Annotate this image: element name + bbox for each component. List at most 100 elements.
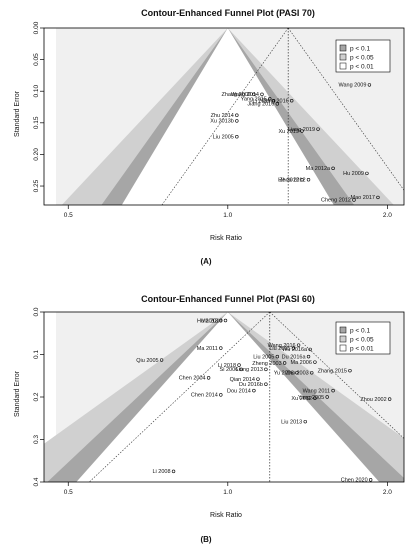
study-label: Ma 2012a [306,166,331,172]
study-label: Yang 2005 [298,395,324,401]
study-point [306,354,311,359]
study-label: He 2012 [278,178,299,184]
legend-label: p < 0.1 [350,328,370,335]
study-point [331,166,335,171]
study-label: Hu 2013 [197,318,218,324]
x-axis-title: Risk Ratio [210,512,242,519]
study-point [282,361,287,365]
study-label: Zheng 2003 [252,361,281,367]
study-label: Si 2006 [220,367,239,373]
study-label: Liu 2013 [281,419,302,425]
study-label: Liu 2005 [253,354,274,360]
study-label: Qiu 2005 [136,358,158,364]
x-tick-label: 1.0 [223,489,232,496]
legend-swatch [339,62,347,70]
study-point [252,92,256,97]
study-point [264,382,268,386]
x-tick-label: 2.0 [383,489,392,496]
study-point [252,388,256,393]
legend-swatch [339,53,347,61]
study-label: Ma 2011 [197,346,218,352]
study-point [159,358,164,362]
study-point [239,367,243,372]
study-label: Wang 2009 [338,83,366,89]
study-point [306,178,311,182]
pseudo-ci-left [161,28,289,205]
study-label: Qian 2014 [230,377,255,383]
study-point [219,318,223,323]
study-point [367,83,372,87]
study-label: Xu 2019 [278,129,299,135]
y-axis-title: Standard Error [14,370,21,417]
study-point [368,478,373,482]
y-axis-title: Standard Error [14,90,21,137]
contour-band-2 [121,28,334,205]
y-tick-label: 0.0 [33,307,40,316]
study-label: Jiang 2016 [247,102,274,108]
study-point [376,195,380,200]
legend-label: p < 0.01 [350,346,374,353]
study-label: Zhou 2012 [279,178,305,184]
study-label: Wang 2011 [303,388,331,394]
study-point [291,346,296,350]
study-label: Ma 2013 [201,318,222,324]
study-label: Deng 2016 [262,98,289,104]
study-label: Zhu 2003 [285,371,308,377]
study-label: Chen 2014 [191,393,218,399]
y-tick-label: 0.20 [33,148,40,161]
study-label: Li 2008 [152,469,170,475]
panel-label-b: (B) [200,535,211,544]
panel-label-a: (A) [200,257,211,266]
y-tick-label: 0.25 [33,179,40,192]
legend: p < 0.1 p < 0.05 p < 0.01 [335,39,391,73]
study-label: Zhu 2014 [211,113,234,119]
study-label: Chen 2004 [179,376,206,382]
study-point [331,388,335,393]
funnel-plot-pasi60: Contour-Enhanced Funnel Plot (PASI 60) 0… [14,294,405,544]
study-label: Zhang 2009 [222,92,251,98]
study-label: Wang 2014 [231,92,259,98]
study-point [352,198,356,202]
study-point [313,360,317,364]
study-label: Xu 2013b [210,119,234,125]
study-label: Liu 2015 [269,346,290,352]
study-label: Wu 2016a [282,347,308,353]
study-label: Hu 2009 [343,171,364,177]
study-point [260,92,264,97]
funnel-plot-pasi70: Contour-Enhanced Funnel Plot (PASI 70) 0… [14,8,405,266]
study-point [206,376,211,380]
y-tick-label: 0.10 [33,85,40,98]
plot-border [43,27,405,206]
study-point [308,347,312,352]
x-tick-label: 1.0 [223,212,232,219]
study-point [223,318,228,323]
study-point [235,135,239,139]
study-point [303,419,307,424]
study-label: Cheng 2012 [321,198,351,204]
study-point [300,129,304,133]
study-point [300,178,304,182]
y-tick-label: 0.4 [33,477,40,486]
study-point [171,469,176,474]
study-label: Du 2016b [239,382,263,388]
legend-label: p < 0.01 [350,64,374,71]
study-point [264,367,268,372]
study-label: Li 2016 [253,98,271,104]
legend-label: p < 0.05 [350,337,374,344]
x-tick-label: 0.5 [64,489,73,496]
legend-swatch [339,335,347,343]
x-tick-label: 2.0 [383,212,392,219]
study-point [313,396,317,400]
axes: 0.5 1.0 2.0 0.00 0.05 0.10 0.15 0.20 0.25 [33,21,392,219]
study-label: Liu 2005 [213,135,234,141]
study-point [348,368,352,373]
y-tick-label: 0.05 [33,53,40,66]
study-label: Du 2016a [282,354,307,360]
study-label: Ma 2006 [291,360,312,366]
pseudo-ci-left [89,312,270,482]
study-point [365,171,369,176]
study-label: Yu 2008 [274,371,294,377]
